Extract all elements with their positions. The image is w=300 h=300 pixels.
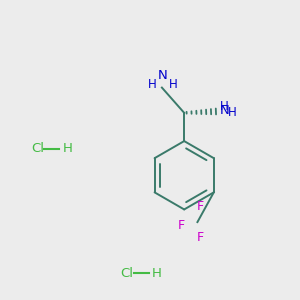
Text: H: H (228, 106, 237, 119)
Text: F: F (197, 200, 204, 213)
Text: Cl: Cl (31, 142, 44, 155)
Text: F: F (178, 218, 184, 232)
Text: Cl: Cl (120, 267, 133, 280)
Text: H: H (169, 77, 178, 91)
Text: N: N (220, 104, 230, 117)
Text: H: H (152, 267, 161, 280)
Text: N: N (158, 69, 167, 82)
Text: H: H (220, 100, 229, 112)
Text: H: H (148, 77, 157, 91)
Text: H: H (62, 142, 72, 155)
Text: F: F (197, 231, 204, 244)
